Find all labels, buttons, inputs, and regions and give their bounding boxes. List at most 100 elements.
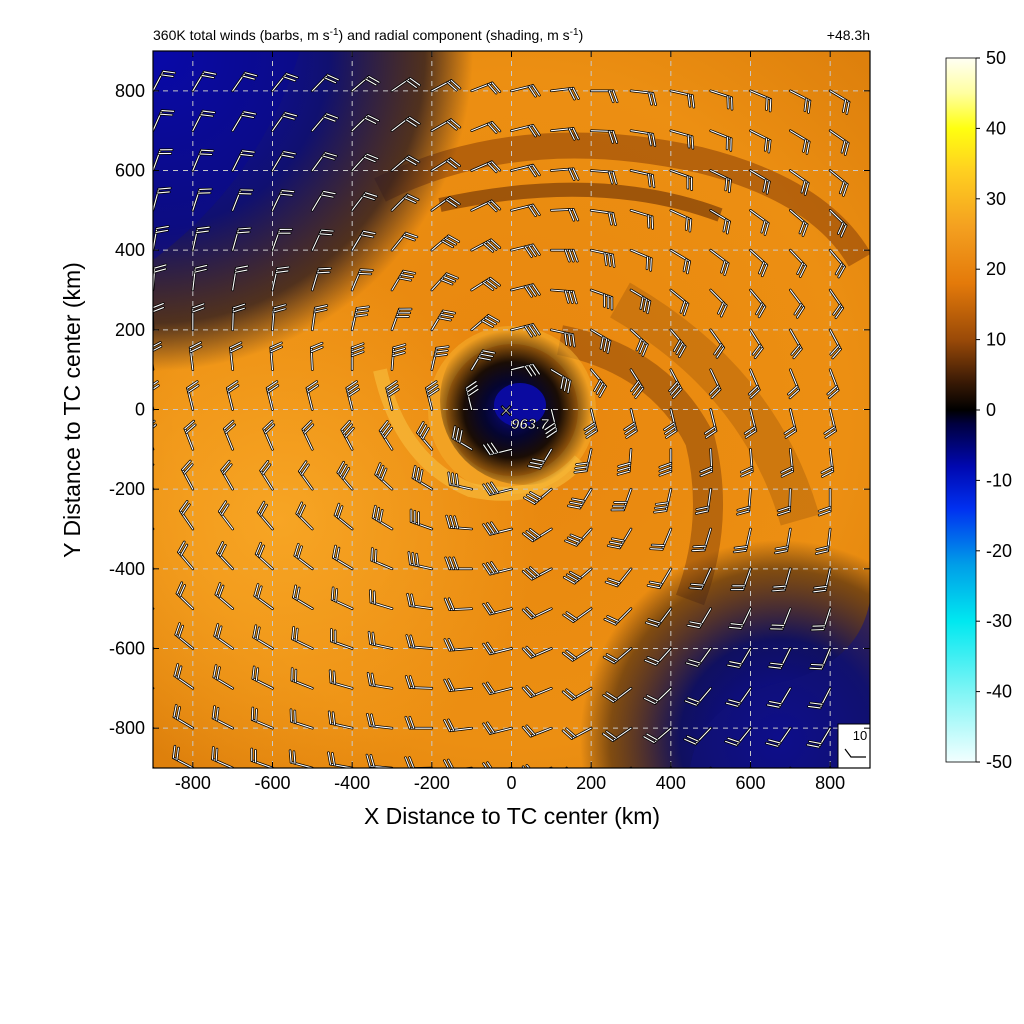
wind-barb: [482, 721, 513, 735]
wind-barb: [350, 305, 370, 332]
colorbar-tick-label: 20: [986, 259, 1006, 279]
wind-barb: [262, 419, 276, 451]
wind-barb: [328, 669, 354, 690]
y-tick-label: 200: [115, 320, 145, 340]
wind-barb: [213, 623, 234, 650]
wind-barb: [780, 448, 794, 478]
wind-barb: [292, 584, 314, 610]
wind-barb: [814, 527, 832, 555]
wind-barb: [482, 481, 513, 496]
wind-barb: [366, 712, 394, 730]
wind-barb: [828, 169, 849, 197]
wind-barb: [191, 109, 216, 132]
wind-barb: [725, 687, 752, 708]
wind-barb: [470, 349, 496, 371]
wind-barb: [409, 508, 434, 531]
wind-barb: [749, 328, 764, 359]
wind-barb: [510, 283, 541, 298]
wind-barb: [685, 647, 712, 668]
wind-barb: [333, 502, 354, 531]
wind-barb: [663, 408, 678, 439]
wind-barb: [686, 607, 712, 629]
wind-barb: [510, 84, 541, 98]
colorbar-tick-label: -50: [986, 752, 1012, 772]
wind-barb: [271, 303, 287, 332]
wind-barb: [709, 129, 733, 152]
wind-barb: [404, 675, 434, 690]
wind-barb: [649, 527, 673, 551]
wind-barb: [390, 343, 407, 371]
wind-barb: [589, 209, 617, 227]
wind-barb: [704, 408, 718, 439]
wind-barb: [788, 766, 792, 768]
wind-barb: [271, 265, 291, 292]
wind-barb: [629, 169, 656, 189]
wind-barb: [470, 121, 502, 134]
wind-barb: [562, 567, 593, 585]
y-tick-label: -200: [109, 479, 145, 499]
y-tick-label: -800: [109, 718, 145, 738]
wind-barb: [629, 129, 657, 147]
wind-barb: [430, 118, 462, 132]
wind-barb: [254, 541, 274, 571]
wind-barb: [443, 597, 473, 612]
wind-barb: [271, 150, 297, 172]
wind-barb: [430, 157, 461, 172]
wind-barb: [642, 726, 673, 744]
wind-barb: [789, 328, 803, 360]
wind-barb: [443, 678, 473, 692]
wind-barb: [191, 264, 209, 292]
wind-barb: [153, 148, 174, 172]
wind-barb: [550, 167, 580, 182]
wind-barb: [406, 592, 434, 610]
wind-barb: [350, 268, 374, 292]
wind-barb: [482, 441, 513, 456]
wind-barb: [191, 187, 213, 212]
wind-barb: [430, 309, 456, 332]
wind-barb: [589, 288, 614, 311]
wind-barb: [765, 726, 792, 748]
x-tick-label: -800: [175, 773, 211, 793]
wind-barb: [179, 500, 195, 531]
colorbar: 50 40 30 20 10 0 -10 -20 -30 -40 -50: [945, 48, 1012, 772]
wind-barbs: [153, 70, 851, 768]
x-tick-label: -600: [254, 773, 290, 793]
colorbar-tick-label: -20: [986, 541, 1012, 561]
wind-barb: [826, 368, 840, 400]
wind-barb: [430, 196, 461, 212]
wind-barb: [305, 380, 319, 411]
wind-barb: [589, 248, 616, 268]
wind-barb: [521, 685, 553, 698]
y-tick-label: 800: [115, 81, 145, 101]
wind-barb: [629, 209, 654, 230]
wind-barb: [727, 607, 752, 630]
wind-barb: [629, 328, 649, 357]
wind-barb: [527, 448, 553, 470]
y-tick-label: 600: [115, 161, 145, 181]
x-tick-label: 200: [576, 773, 606, 793]
wind-barb: [561, 726, 593, 740]
wind-barb: [271, 189, 296, 212]
wind-barb: [153, 225, 170, 252]
wind-barb: [623, 408, 638, 439]
wind-barb: [550, 248, 579, 263]
wind-barb: [218, 500, 234, 531]
wind-barb: [288, 749, 314, 768]
wind-barb: [390, 307, 413, 332]
wind-barb: [653, 487, 673, 514]
wind-barb: [191, 225, 211, 252]
wind-barb: [774, 527, 792, 555]
wind-barb: [311, 190, 337, 212]
x-tick-label: -400: [334, 773, 370, 793]
wind-barb: [191, 148, 215, 172]
wind-barb: [769, 607, 792, 631]
wind-barb: [231, 264, 249, 292]
wind-barb: [390, 193, 420, 212]
wind-barb: [817, 487, 832, 517]
wind-barb: [561, 687, 593, 701]
wind-barb: [425, 380, 440, 411]
wind-barb: [510, 203, 541, 217]
wind-barb: [311, 304, 329, 332]
wind-barb: [295, 501, 314, 531]
